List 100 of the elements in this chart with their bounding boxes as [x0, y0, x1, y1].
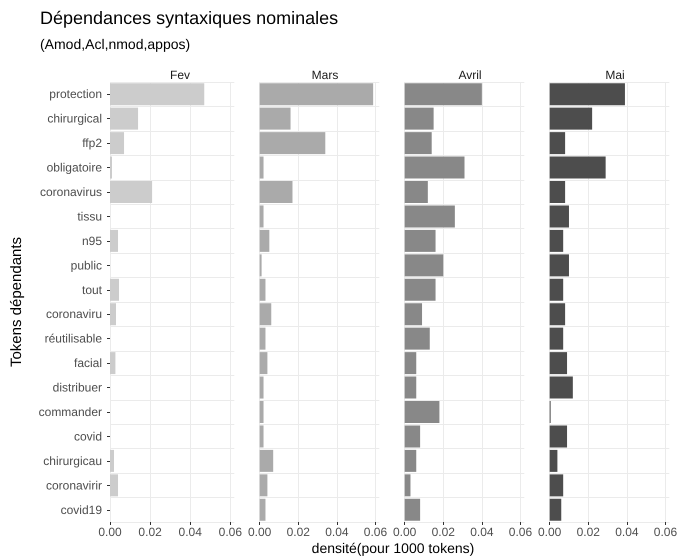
bar [404, 303, 422, 326]
bar [260, 450, 274, 472]
series-label: Mars [312, 68, 338, 82]
bar [550, 376, 573, 399]
bar [404, 328, 430, 350]
y-tick-label: distribuer [52, 380, 102, 395]
bar [260, 498, 266, 521]
bar [550, 474, 564, 496]
bar [550, 254, 569, 276]
bar [550, 181, 566, 203]
x-tick-label: 0.06 [508, 525, 532, 539]
x-tick-label: 0.04 [325, 525, 349, 539]
bar [110, 352, 116, 374]
y-tick-label: facial [74, 356, 102, 370]
bar [110, 83, 204, 106]
x-tick-label: 0.02 [138, 525, 162, 539]
x-tick-label: 0.04 [178, 525, 202, 539]
y-tick-label: covid19 [60, 502, 102, 517]
chart-subtitle: (Amod,Acl,nmod,appos) [40, 36, 190, 52]
bar [404, 278, 436, 301]
x-tick-label: 0.04 [470, 525, 494, 539]
y-tick-label: commander [38, 405, 102, 419]
x-tick-label: 0.06 [654, 525, 678, 539]
bar [110, 303, 116, 326]
bar [404, 181, 428, 203]
bar [404, 254, 444, 276]
y-tick-label: tout [82, 282, 103, 297]
y-tick-label: réutilisable [44, 332, 102, 346]
bar [550, 108, 592, 130]
bar [260, 108, 291, 130]
bar [260, 401, 264, 423]
y-tick-label: coronavirir [46, 478, 102, 492]
y-tick-label: n95 [82, 234, 102, 248]
x-tick-label: 0.00 [248, 525, 272, 539]
bar [260, 376, 264, 399]
bar [404, 108, 434, 130]
y-tick-label: chirurgicau [43, 454, 102, 468]
y-tick-label: covid [74, 429, 102, 444]
bar [110, 474, 118, 496]
bar [550, 132, 566, 154]
x-tick-label: 0.00 [393, 525, 417, 539]
x-tick-label: 0.06 [218, 525, 242, 539]
bar [260, 352, 268, 374]
bar [260, 230, 270, 252]
bar [110, 108, 138, 130]
bar [260, 83, 374, 106]
bar [110, 132, 124, 154]
bar [550, 450, 558, 472]
x-tick-label: 0.00 [538, 525, 562, 539]
bar [550, 230, 564, 252]
bar [404, 474, 410, 496]
bar [404, 205, 455, 228]
bar [260, 156, 264, 179]
y-tick-label: tissu [77, 209, 102, 224]
bar [260, 181, 292, 203]
y-axis-title: Tokens dépendants [8, 236, 25, 368]
x-tick-label: 0.00 [98, 525, 122, 539]
bar [110, 450, 114, 472]
bar [550, 83, 625, 106]
bar [260, 425, 264, 448]
series-label: Avril [458, 68, 482, 82]
bar [550, 278, 564, 301]
y-tick-label: chirurgical [47, 112, 102, 126]
bar [404, 132, 432, 154]
bar [110, 230, 118, 252]
y-tick-label: obligatoire [46, 160, 102, 175]
x-axis-title: densité(pour 1000 tokens) [310, 540, 476, 556]
y-tick-label: coronavirus [40, 185, 102, 199]
bar [260, 303, 272, 326]
x-tick-label: 0.02 [432, 525, 456, 539]
bar [550, 156, 606, 179]
bar [404, 498, 420, 521]
x-tick-label: 0.02 [286, 525, 310, 539]
y-tick-label: public [70, 258, 102, 272]
bar [550, 328, 564, 350]
bar [550, 425, 568, 448]
bar [404, 425, 420, 448]
bar [550, 303, 566, 326]
bar [260, 205, 264, 228]
bar [550, 352, 568, 374]
bar [550, 498, 562, 521]
x-tick-label: 0.02 [576, 525, 600, 539]
chart-title: Dépendances syntaxiques nominales [40, 8, 338, 29]
x-tick-label: 0.06 [364, 525, 388, 539]
y-tick-label: coronaviru [46, 307, 102, 322]
bar [404, 156, 465, 179]
x-tick-label: 0.04 [615, 525, 639, 539]
bar [260, 132, 326, 154]
bar [110, 278, 120, 301]
bar [404, 352, 416, 374]
y-tick-label: ffp2 [82, 136, 102, 150]
y-tick-label: protection [49, 87, 102, 102]
bar [110, 181, 152, 203]
bar [404, 450, 416, 472]
bar [404, 376, 416, 399]
bar [550, 205, 569, 228]
series-label: Fev [170, 68, 190, 82]
bar [260, 278, 266, 301]
series-label: Mai [605, 68, 625, 82]
bar [260, 328, 266, 350]
